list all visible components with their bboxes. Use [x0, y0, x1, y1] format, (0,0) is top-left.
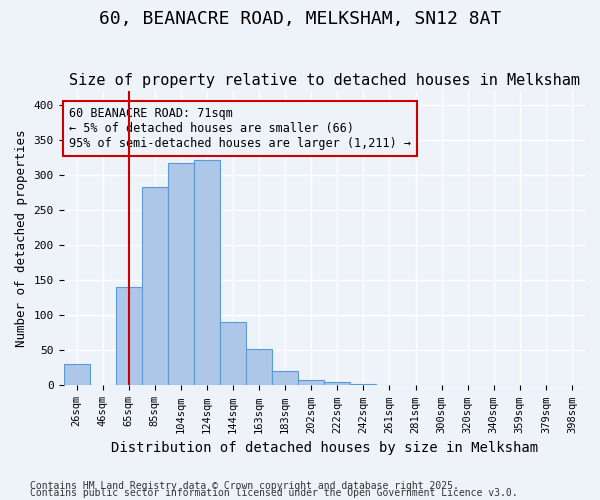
Bar: [428, 384, 455, 386]
Bar: [142, 186, 168, 386]
Bar: [246, 349, 272, 386]
Bar: [559, 384, 585, 386]
Bar: [64, 364, 89, 386]
Bar: [116, 287, 142, 386]
Text: 60 BEANACRE ROAD: 71sqm
← 5% of detached houses are smaller (66)
95% of semi-det: 60 BEANACRE ROAD: 71sqm ← 5% of detached…: [69, 107, 411, 150]
Bar: [272, 372, 298, 386]
Bar: [350, 384, 376, 386]
Bar: [533, 384, 559, 386]
Bar: [507, 384, 533, 386]
Text: 60, BEANACRE ROAD, MELKSHAM, SN12 8AT: 60, BEANACRE ROAD, MELKSHAM, SN12 8AT: [99, 10, 501, 28]
Bar: [220, 322, 246, 386]
Bar: [481, 384, 507, 386]
Y-axis label: Number of detached properties: Number of detached properties: [15, 129, 28, 347]
Bar: [455, 384, 481, 386]
Bar: [324, 382, 350, 386]
Bar: [403, 384, 428, 386]
Bar: [376, 384, 403, 386]
X-axis label: Distribution of detached houses by size in Melksham: Distribution of detached houses by size …: [111, 441, 538, 455]
Title: Size of property relative to detached houses in Melksham: Size of property relative to detached ho…: [69, 73, 580, 88]
Text: Contains public sector information licensed under the Open Government Licence v3: Contains public sector information licen…: [30, 488, 518, 498]
Bar: [168, 163, 194, 386]
Bar: [298, 380, 324, 386]
Bar: [194, 160, 220, 386]
Text: Contains HM Land Registry data © Crown copyright and database right 2025.: Contains HM Land Registry data © Crown c…: [30, 481, 459, 491]
